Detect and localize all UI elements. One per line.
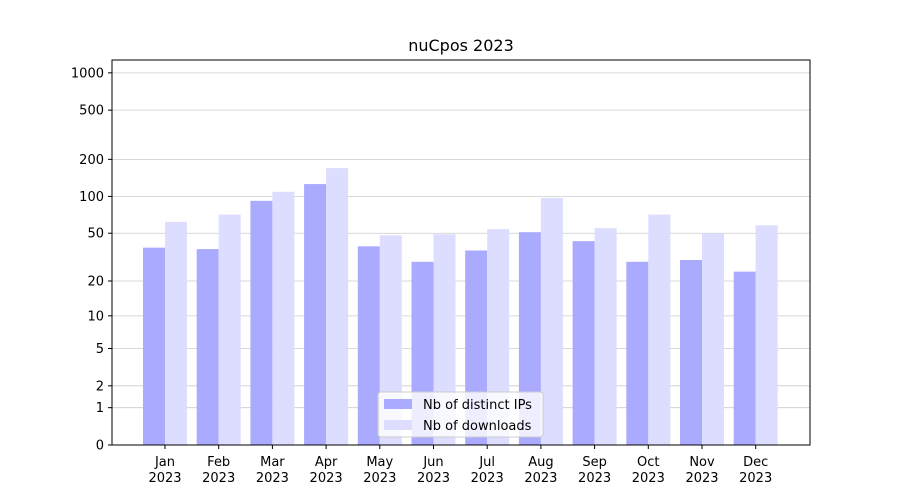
bar xyxy=(143,247,165,445)
chart-title: nuCpos 2023 xyxy=(408,36,514,55)
legend-label: Nb of downloads xyxy=(423,419,532,434)
x-tick-label: Dec 2023 xyxy=(739,455,772,486)
y-tick-label: 200 xyxy=(79,153,104,168)
bar xyxy=(540,198,563,445)
x-tick-label: Feb 2023 xyxy=(202,455,235,486)
bar xyxy=(326,168,349,446)
legend-swatch xyxy=(384,399,412,409)
y-tick-label: 50 xyxy=(87,227,104,242)
bar xyxy=(626,261,649,445)
x-tick-label: Oct 2023 xyxy=(632,455,665,486)
bar xyxy=(487,229,510,445)
x-tick-label: Jan 2023 xyxy=(148,455,181,486)
y-tick-label: 20 xyxy=(87,275,104,290)
x-tick-label: Sep 2023 xyxy=(578,455,611,486)
x-tick-label: Apr 2023 xyxy=(310,455,343,486)
y-tick-label: 10 xyxy=(87,309,104,324)
legend-label: Nb of distinct IPs xyxy=(423,398,532,413)
bar xyxy=(680,260,702,445)
plot-frame xyxy=(111,59,811,446)
bar xyxy=(272,191,295,445)
bar xyxy=(357,246,380,445)
legend-swatch xyxy=(384,420,412,430)
y-tick-label: 500 xyxy=(79,104,104,119)
x-tick-label: Jun 2023 xyxy=(417,455,450,486)
x-tick-label: Aug 2023 xyxy=(524,455,557,486)
y-tick-label: 1000 xyxy=(71,66,104,81)
x-tick-label: May 2023 xyxy=(363,455,396,486)
bar xyxy=(755,225,778,445)
legend-box xyxy=(377,391,544,438)
y-tick-label: 0 xyxy=(96,439,104,454)
bar xyxy=(304,184,327,446)
y-tick-label: 100 xyxy=(79,190,104,205)
bar xyxy=(702,233,724,445)
bar xyxy=(218,214,241,445)
y-tick-label: 2 xyxy=(96,379,104,394)
bar xyxy=(733,271,756,445)
x-tick-label: Nov 2023 xyxy=(685,455,718,486)
x-tick-label: Jul 2023 xyxy=(471,455,504,486)
bar xyxy=(594,228,617,445)
bar xyxy=(648,214,671,445)
y-tick-label: 1 xyxy=(96,401,104,416)
x-tick-label: Mar 2023 xyxy=(256,455,289,486)
bar xyxy=(165,221,187,445)
bar xyxy=(196,249,219,445)
bar xyxy=(250,200,273,445)
bar xyxy=(572,241,595,445)
y-tick-label: 5 xyxy=(96,342,104,357)
